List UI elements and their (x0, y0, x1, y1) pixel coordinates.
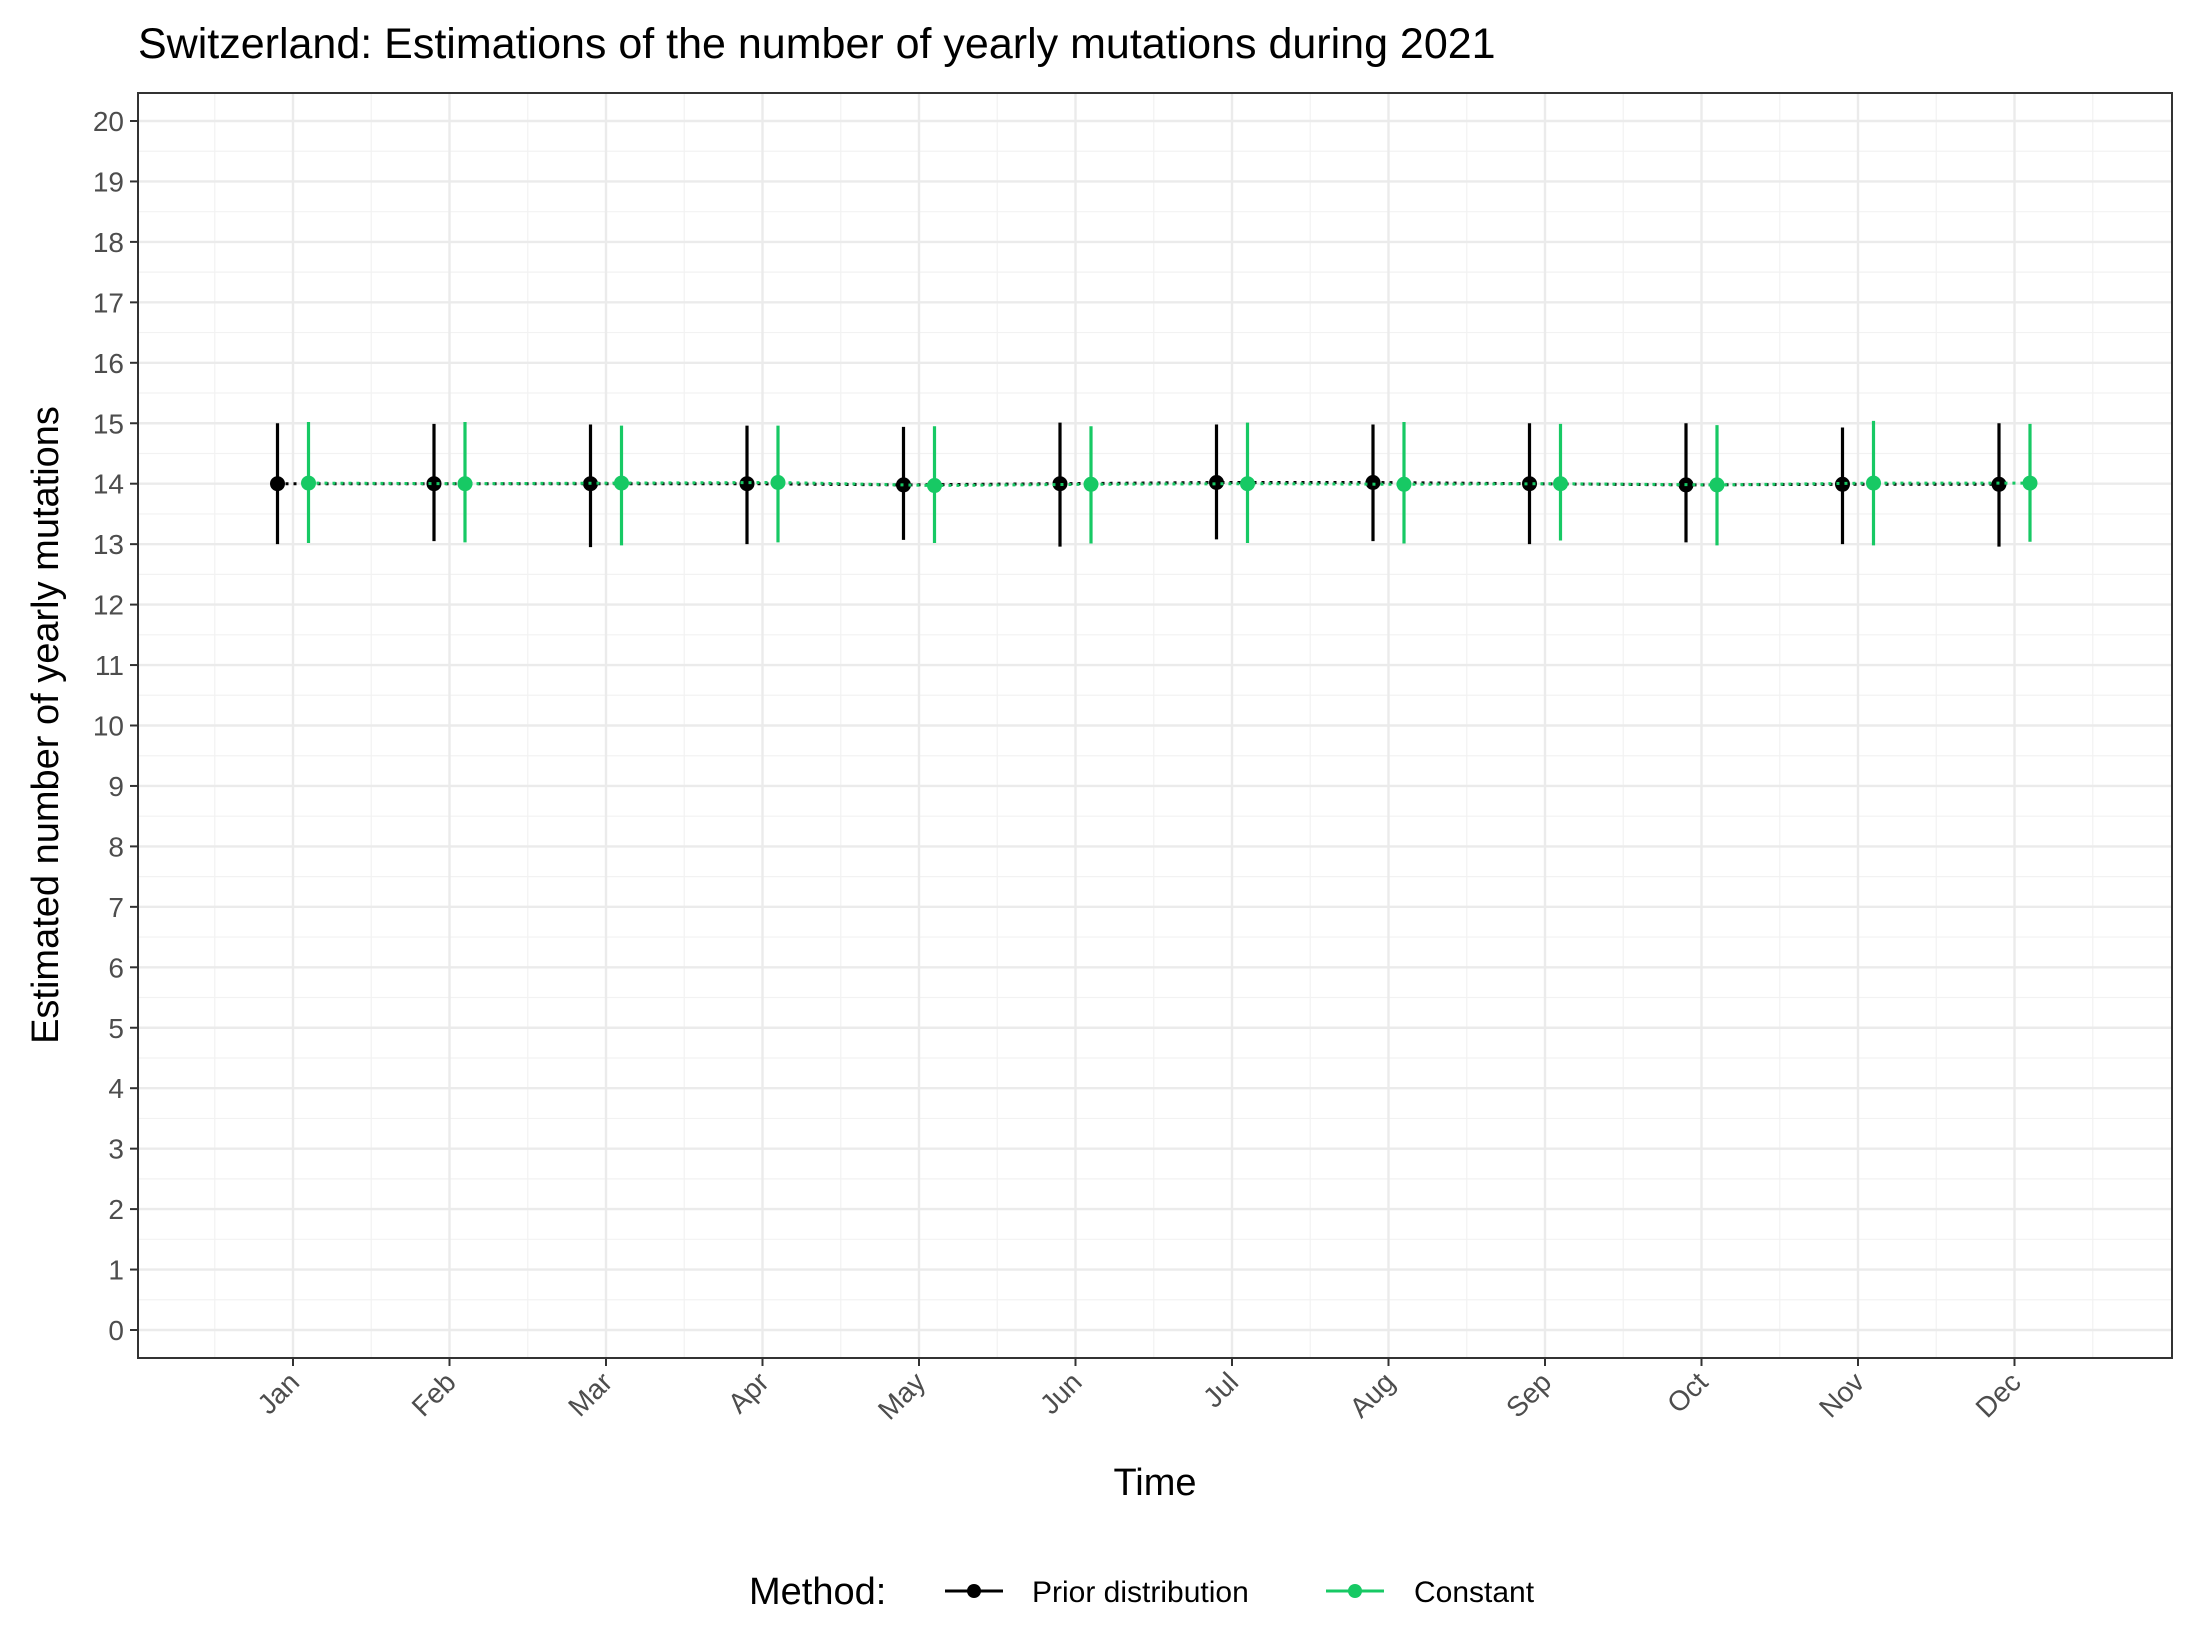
x-tick-label: Jul (1197, 1366, 1244, 1413)
y-tick-label: 16 (93, 348, 124, 379)
data-point (1553, 476, 1568, 492)
data-point (426, 476, 442, 492)
x-axis-title: Time (1113, 1462, 1196, 1504)
y-tick-label: 3 (108, 1134, 124, 1165)
chart-title: Switzerland: Estimations of the number o… (138, 20, 1496, 68)
y-tick-label: 8 (108, 831, 124, 862)
x-tick-label: Feb (406, 1366, 462, 1422)
legend: Method: Prior distribution Constant (749, 1571, 1535, 1613)
y-tick-label: 6 (108, 952, 124, 983)
y-tick-label: 11 (95, 650, 124, 681)
y-tick-label: 14 (93, 469, 124, 500)
data-point (301, 475, 316, 491)
y-tick-label: 12 (93, 590, 124, 621)
x-tick-label: Sep (1500, 1366, 1557, 1423)
data-point (270, 476, 285, 492)
x-tick-label: May (872, 1366, 931, 1425)
data-point (1083, 476, 1099, 492)
y-tick-label: 4 (108, 1073, 124, 1104)
data-point (896, 477, 911, 493)
legend-key-prior-distribution (945, 1584, 1003, 1598)
y-tick-label: 15 (93, 408, 124, 439)
data-point (2022, 475, 2038, 491)
y-tick-label: 1 (108, 1255, 124, 1286)
x-tick-label: Jan (251, 1366, 305, 1420)
x-tick-label: Jun (1034, 1366, 1088, 1420)
y-tick-label: 2 (108, 1194, 124, 1225)
data-point (1052, 476, 1068, 492)
data-point (614, 475, 629, 491)
legend-label-constant: Constant (1414, 1576, 1535, 1609)
data-point (770, 474, 786, 490)
legend-label-prior-distribution: Prior distribution (1032, 1576, 1249, 1609)
y-tick-label: 10 (93, 711, 124, 742)
data-point (1365, 474, 1381, 490)
x-axis: Jan Feb Mar Apr May Jun Jul Aug Sep Oct Nov Dec (251, 1358, 2027, 1426)
data-point (927, 478, 942, 494)
x-tick-label: Dec (1970, 1366, 2027, 1423)
y-tick-label: 18 (93, 227, 124, 258)
data-point (1209, 474, 1224, 490)
x-tick-label: Nov (1813, 1366, 1870, 1423)
y-tick-label: 19 (93, 166, 124, 197)
data-point (1866, 475, 1881, 491)
data-point (1396, 476, 1412, 492)
legend-title: Method: (749, 1571, 886, 1613)
data-point (1709, 477, 1725, 493)
y-tick-label: 17 (93, 287, 124, 318)
data-point (457, 476, 473, 492)
data-point (1522, 476, 1537, 492)
legend-key-constant (1326, 1584, 1384, 1598)
series-layer (270, 420, 2038, 548)
grid-major (138, 93, 2172, 1358)
data-point (1240, 476, 1255, 492)
x-tick-label: Aug (1344, 1366, 1401, 1423)
data-point (1835, 476, 1850, 492)
y-tick-label: 20 (93, 106, 124, 137)
series-line (308, 480, 2030, 488)
x-tick-label: Oct (1661, 1366, 1714, 1419)
y-tick-label: 9 (108, 771, 124, 802)
y-tick-label: 13 (93, 529, 124, 560)
y-tick-label: 5 (108, 1013, 124, 1044)
x-tick-label: Apr (722, 1366, 775, 1419)
y-axis-title: Estimated number of yearly mutations (25, 406, 67, 1044)
x-tick-label: Mar (562, 1366, 618, 1422)
y-tick-label: 0 (108, 1315, 124, 1346)
y-tick-label: 7 (108, 892, 124, 923)
data-point (739, 476, 755, 492)
